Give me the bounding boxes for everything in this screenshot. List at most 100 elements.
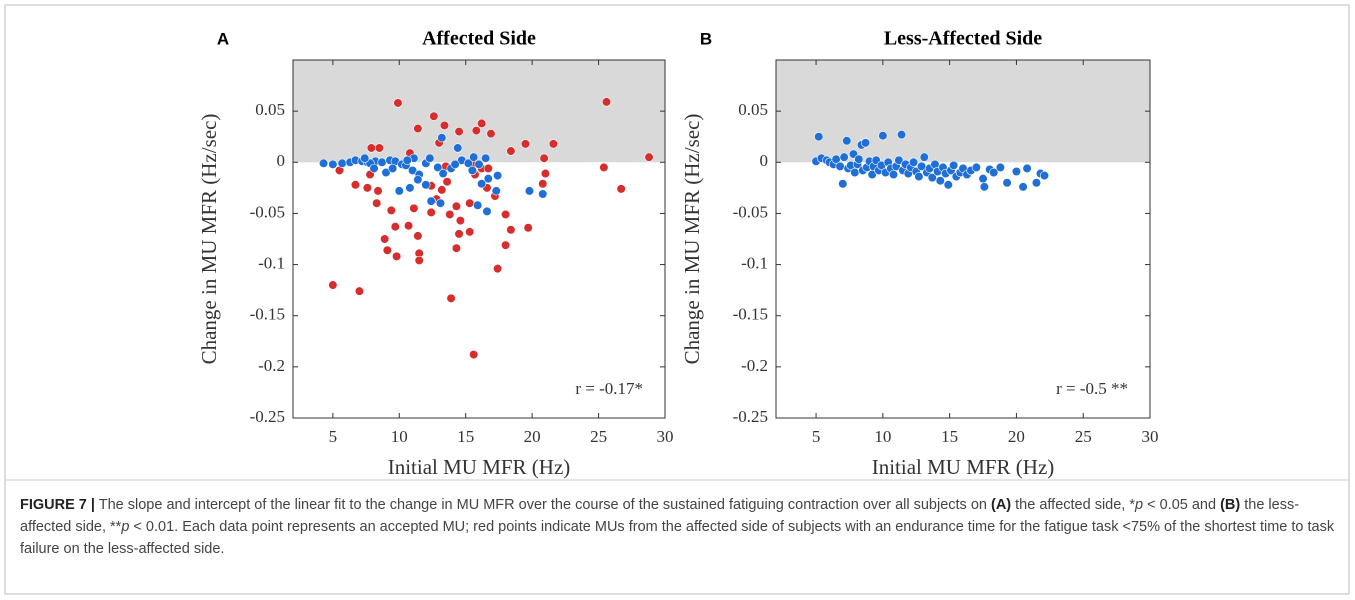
data-point [839,152,849,162]
y-tick-label: 0 [760,151,769,170]
data-point [979,182,989,192]
data-point [854,154,864,164]
data-point [453,143,463,153]
y-tick-label: -0.2 [258,356,285,375]
data-point [354,286,365,296]
chart-title: Affected Side [422,28,536,50]
caption-text: < 0.05 and [1143,497,1221,513]
data-point [407,165,418,176]
data-point [425,153,435,163]
data-point [454,127,464,137]
data-point [393,98,403,108]
x-tick-label: 5 [812,427,821,446]
y-tick-label: -0.15 [733,305,768,324]
data-point [473,200,483,210]
y-tick-label: -0.05 [733,202,768,221]
data-point [493,170,503,181]
x-tick-label: 25 [1075,427,1092,446]
x-axis-label: Initial MU MFR (Hz) [388,455,571,479]
y-tick-label: -0.2 [741,356,768,375]
shaded-region [293,60,665,163]
y-tick-label: -0.25 [250,407,285,426]
data-point [506,146,516,156]
caption-italic: p [1135,497,1144,513]
data-point [523,223,533,233]
x-tick-label: 25 [590,427,607,446]
data-point [360,153,370,163]
data-point [429,111,439,121]
data-point [442,177,452,187]
plot-frame [775,59,1151,419]
data-point [403,221,414,231]
caption-text: the affected side, * [1011,497,1135,513]
x-tick-label: 15 [457,427,474,446]
y-tick-label: -0.1 [741,253,768,272]
data-point [860,138,871,148]
y-tick-label: 0.05 [738,100,768,119]
data-point [850,167,860,178]
data-point [888,169,899,180]
data-point [421,180,431,190]
data-point [402,155,412,165]
data-point [1039,170,1050,181]
data-point [373,186,383,196]
data-point [469,349,479,360]
data-point [814,132,824,142]
data-point [377,157,387,167]
y-tick-label: -0.05 [250,202,285,221]
caption-lead: FIGURE 7 | [20,497,95,513]
x-tick-label: 20 [1008,427,1025,446]
data-point [493,264,503,274]
data-point [455,215,466,226]
y-tick-label: 0.05 [255,100,285,119]
plot-frame [292,59,666,419]
data-point [382,245,392,255]
data-point [914,172,924,182]
data-point [943,180,953,190]
data-point [362,183,373,193]
annotation: r = -0.5 ** [1056,379,1128,398]
data-point [1022,163,1032,174]
chart-title: Less-Affected Side [884,28,1042,50]
data-point [949,160,959,170]
data-point [469,152,479,162]
data-point [471,125,481,136]
data-point [381,167,391,178]
data-point [481,153,491,163]
data-point [483,163,493,174]
data-point [1011,166,1022,177]
data-point [539,153,549,163]
data-point [1031,178,1042,188]
y-axis-label: Change in MU MFR (Hz/sec) [197,114,221,365]
data-point [437,133,447,143]
annotation: r = -0.17* [575,379,643,398]
data-point [524,186,535,196]
data-point [390,222,400,232]
data-point [491,186,501,196]
figure-frame [4,4,1350,595]
data-point [908,157,919,167]
data-point [374,143,384,153]
data-point [538,189,548,199]
data-point [506,225,516,235]
data-point [465,198,475,208]
data-point [599,162,609,172]
data-point [935,176,945,186]
y-tick-label: 0 [277,151,286,170]
caption-text: the less-affected side, ** [20,497,1300,535]
data-point [477,179,487,189]
data-point [386,205,396,215]
data-point [894,155,904,165]
data-point [388,163,398,174]
data-point [426,196,436,206]
data-point [426,207,436,218]
data-point [446,293,456,303]
data-point [971,162,981,172]
caption-ref: (A) [990,497,1012,513]
data-point [380,234,390,244]
data-point [463,158,473,168]
data-point [1018,182,1028,192]
data-point [483,174,493,184]
data-point [337,158,347,168]
data-point [437,185,447,195]
